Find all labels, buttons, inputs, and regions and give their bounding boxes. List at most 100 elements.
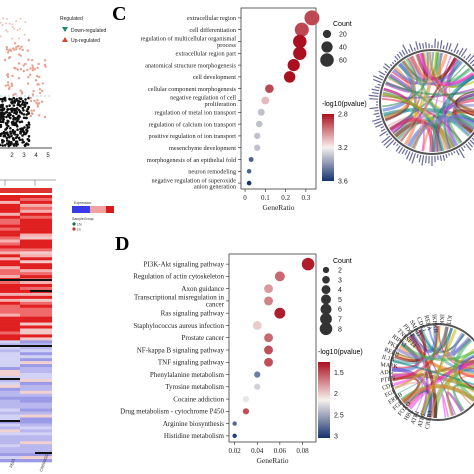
color-legend-title: -log10(pvalue) bbox=[318, 349, 363, 356]
heatmap-cell bbox=[20, 447, 52, 451]
heatmap-cell bbox=[20, 251, 52, 255]
heatmap-cell bbox=[0, 355, 20, 359]
heatmap-cell bbox=[20, 269, 52, 273]
volcano-legend-down: Down-regulated bbox=[71, 28, 107, 34]
heatmap-cell bbox=[0, 298, 20, 303]
volcano-points bbox=[0, 17, 47, 148]
heatmap-cell bbox=[0, 373, 20, 377]
heatmap-black-row bbox=[35, 452, 52, 454]
heatmap-cell bbox=[20, 435, 52, 439]
chord-link bbox=[450, 114, 474, 136]
heatmap-cell bbox=[20, 275, 52, 279]
y-tick-label-line: extracellular region part bbox=[176, 51, 237, 58]
volcano-point bbox=[14, 108, 17, 111]
volcano-point bbox=[0, 123, 3, 127]
volcano-point bbox=[14, 99, 18, 102]
data-point bbox=[254, 383, 261, 390]
chord-outer-bar bbox=[418, 42, 422, 50]
chord-outer-bar bbox=[405, 151, 411, 160]
volcano-point-up bbox=[18, 37, 21, 40]
heatmap-cell bbox=[0, 328, 20, 332]
y-tick-label-line: Histidine metabolism bbox=[164, 432, 225, 440]
volcano-point-up bbox=[31, 112, 34, 116]
heatmap-legend-pink bbox=[90, 206, 106, 213]
volcano-point bbox=[27, 123, 31, 126]
chord-outer-bar bbox=[398, 146, 404, 154]
volcano-point bbox=[17, 108, 20, 112]
volcano-point-up bbox=[32, 89, 35, 93]
volcano-point-up bbox=[5, 46, 8, 49]
group-label: LN bbox=[77, 223, 82, 227]
heatmap-cell bbox=[20, 298, 52, 303]
volcano-point-up bbox=[43, 63, 47, 67]
heatmap-cell bbox=[0, 233, 20, 237]
x-tick-label: 0.04 bbox=[251, 447, 264, 455]
volcano-point bbox=[10, 134, 13, 138]
heatmap-cell bbox=[0, 313, 20, 317]
heatmap-cell bbox=[20, 316, 52, 320]
chord-outer-bar bbox=[404, 149, 409, 156]
heatmap-cell bbox=[0, 343, 20, 347]
volcano-point bbox=[0, 109, 4, 112]
chord-link bbox=[405, 58, 456, 148]
chord-outer-bar bbox=[458, 148, 465, 159]
y-tick-label-line: Transcriptional misregulation in bbox=[134, 294, 224, 302]
data-point bbox=[304, 10, 320, 26]
heatmap-cell bbox=[20, 423, 52, 427]
chord-outer-bar bbox=[425, 41, 427, 49]
chord-outer-bar bbox=[421, 155, 425, 166]
colorbar-tick-label: 3.6 bbox=[338, 179, 348, 186]
y-tick-label: positive regulation of ion transport bbox=[149, 133, 237, 140]
volcano-point-up bbox=[37, 83, 40, 86]
volcano-point-up bbox=[4, 84, 8, 87]
y-tick-label-line: cell differentiation bbox=[189, 27, 236, 34]
volcano-point-up bbox=[36, 105, 40, 108]
volcano-point-up bbox=[34, 79, 38, 82]
volcano-point-up bbox=[43, 59, 47, 62]
y-tick-label: Tyrosine metabolism bbox=[165, 383, 224, 391]
y-tick-label-line: Cocaine addiction bbox=[173, 395, 224, 403]
chord-outer-bar bbox=[465, 53, 472, 61]
chord-link bbox=[394, 119, 455, 149]
size-legend-label: 4 bbox=[338, 287, 342, 294]
heatmap-legend-blue bbox=[72, 206, 90, 213]
heatmap-cell bbox=[20, 260, 52, 264]
volcano-point-up bbox=[15, 47, 18, 51]
heatmap-cell bbox=[20, 343, 52, 347]
volcano-point bbox=[6, 119, 9, 123]
chord-outer-bar bbox=[398, 51, 404, 58]
volcano-point-up bbox=[6, 75, 10, 79]
volcano-point bbox=[21, 100, 25, 104]
volcano-point bbox=[17, 115, 21, 119]
volcano-point bbox=[10, 101, 13, 104]
heatmap-cell bbox=[20, 337, 52, 341]
volcano-x-tick: 3 bbox=[22, 153, 26, 159]
chord-outer-bar bbox=[371, 88, 380, 92]
volcano-point-up bbox=[40, 100, 44, 104]
volcano-point bbox=[2, 130, 6, 134]
volcano-point-up bbox=[6, 51, 10, 54]
heatmap-cell bbox=[20, 266, 52, 270]
volcano-point-up bbox=[30, 58, 34, 62]
volcano-point bbox=[10, 140, 13, 144]
volcano-point-up bbox=[36, 98, 39, 102]
chord-outer-bar bbox=[437, 41, 439, 49]
chord-link bbox=[411, 125, 441, 152]
y-tick-label: PI3K-Akt signaling pathway bbox=[144, 260, 225, 268]
volcano-point bbox=[8, 111, 11, 115]
heatmap-cell bbox=[20, 212, 52, 217]
y-tick-label-line: proliferation bbox=[205, 101, 237, 108]
volcano-point bbox=[1, 106, 4, 110]
volcano-point bbox=[21, 138, 24, 142]
x-tick-label: 0.08 bbox=[296, 447, 309, 455]
heatmap-cell bbox=[20, 295, 52, 300]
data-point bbox=[301, 257, 315, 271]
data-point bbox=[294, 22, 309, 37]
volcano-point bbox=[22, 108, 25, 112]
volcano-point-up bbox=[5, 48, 9, 51]
chord-ring bbox=[379, 49, 474, 155]
volcano-point-up bbox=[11, 47, 15, 50]
heatmap-cell bbox=[0, 316, 20, 320]
chord-gene-label: CDK bbox=[382, 382, 397, 392]
